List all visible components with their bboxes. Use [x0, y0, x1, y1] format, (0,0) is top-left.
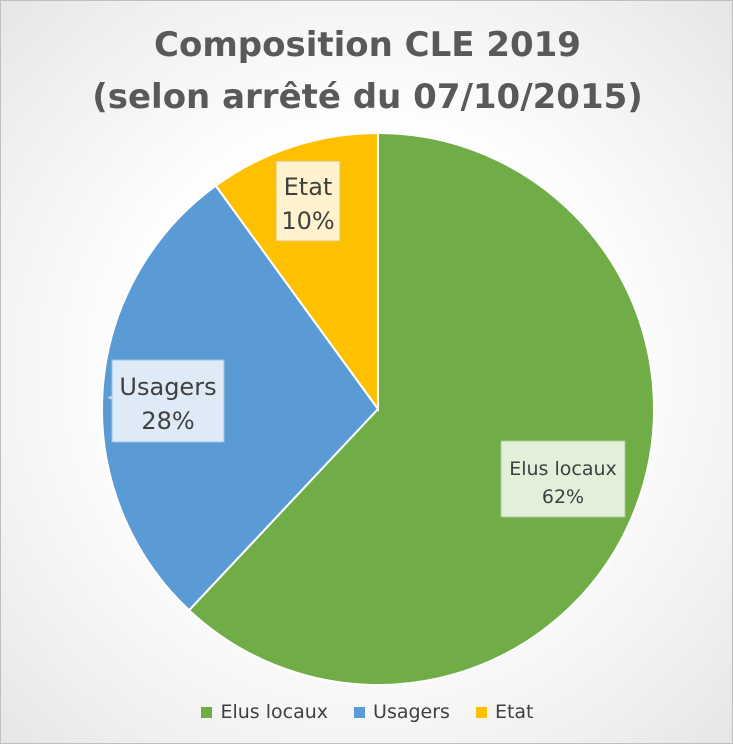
legend-label-etat: Etat [494, 701, 534, 723]
legend-entry-etat: Etat [475, 701, 534, 723]
legend-swatch-elus-locaux [201, 706, 213, 718]
legend-entry-elus-locaux: Elus locaux [201, 701, 328, 723]
legend-swatch-usagers [354, 706, 366, 718]
chart-title: Composition CLE 2019 (selon arrêté du 07… [1, 19, 732, 123]
data-label-name-usagers: Usagers [119, 373, 216, 401]
data-label-usagers: Usagers 28% [106, 359, 225, 443]
data-label-box-usagers [111, 359, 225, 443]
chart-title-line-1: Composition CLE 2019 [154, 25, 581, 65]
data-label-value-etat: 10% [281, 207, 334, 235]
chart-title-line-2: (selon arrêté du 07/10/2015) [92, 77, 643, 117]
pie-slice-elus-locaux [187, 131, 655, 686]
legend: Elus locaux Usagers Etat [1, 701, 732, 723]
legend-label-usagers: Usagers [373, 701, 450, 723]
data-label-etat: Etat 10% [275, 160, 341, 242]
data-label-value-elus-locaux: 62% [542, 486, 584, 508]
data-label-elus-locaux: Elus locaux 62% [500, 440, 626, 518]
data-label-box-elus-locaux [500, 440, 626, 518]
legend-label-elus-locaux: Elus locaux [220, 701, 329, 723]
legend-entry-usagers: Usagers [354, 701, 450, 723]
legend-swatch-etat [475, 706, 487, 718]
data-label-name-elus-locaux: Elus locaux [509, 458, 617, 480]
pie-slice-usagers [101, 184, 380, 612]
data-label-name-etat: Etat [284, 173, 333, 201]
data-label-value-usagers: 28% [141, 407, 194, 435]
data-label-box-etat [275, 160, 341, 242]
